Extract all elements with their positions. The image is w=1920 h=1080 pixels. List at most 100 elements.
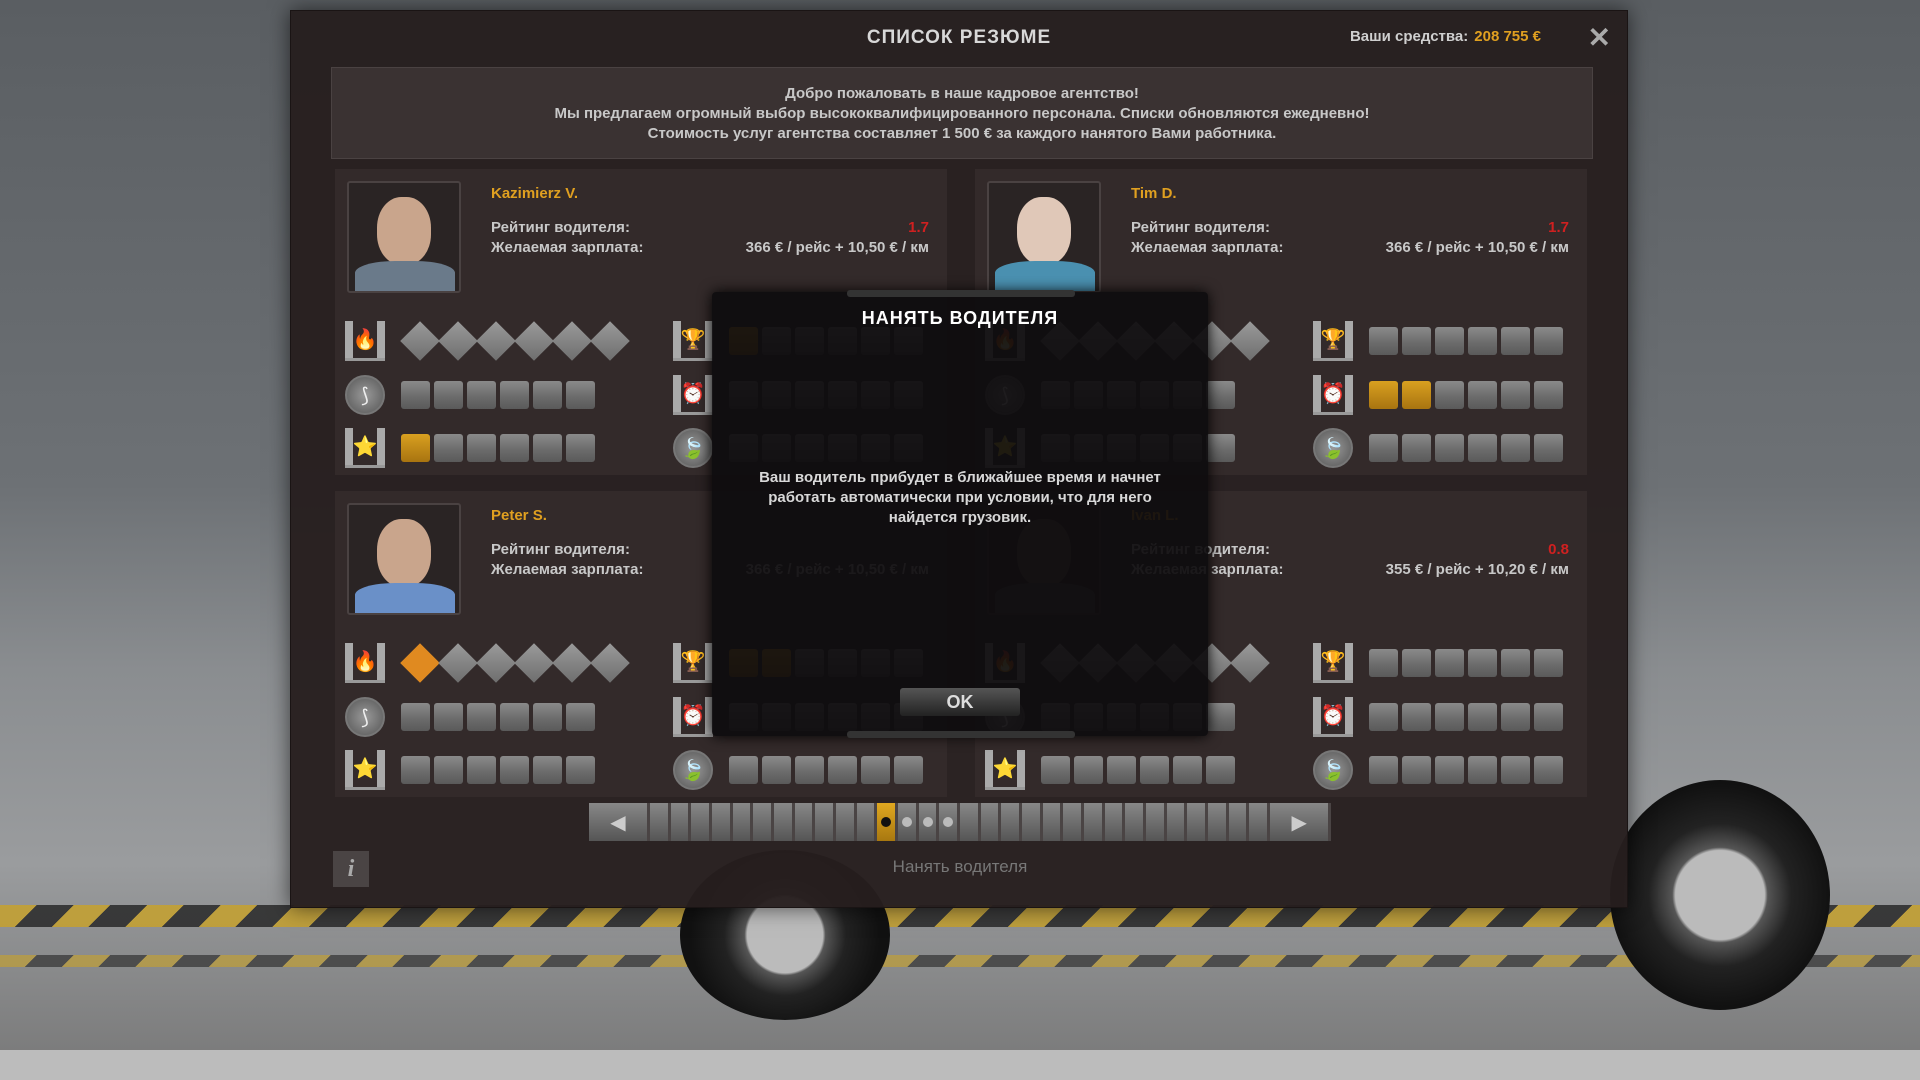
rating-label: Рейтинг водителя: [1131, 219, 1270, 236]
floor [0, 1050, 1920, 1080]
skill-level-bar [795, 756, 824, 784]
page-segment[interactable] [794, 803, 813, 841]
fragile-cargo-icon: 🏆 [1313, 321, 1353, 361]
hire-driver-button[interactable]: Нанять водителя [892, 857, 1028, 876]
skill-level-bar [1435, 434, 1464, 462]
skill-level-bar [1173, 756, 1202, 784]
page-segment[interactable] [1042, 803, 1061, 841]
page-segment[interactable] [836, 803, 854, 841]
adr-class-diamond [552, 643, 592, 683]
ok-button[interactable]: OK [900, 688, 1020, 716]
page-segment[interactable] [691, 803, 710, 841]
skill-level-bar [1402, 327, 1431, 355]
eco-driving-leaf-icon: 🍃 [673, 428, 713, 468]
eco-driving-leaf-icon: 🍃 [1313, 750, 1353, 790]
skill-level-bar [861, 756, 890, 784]
adr-class-diamond [590, 321, 630, 361]
agency-info: Добро пожаловать в наше кадровое агентст… [331, 67, 1593, 159]
page-segment[interactable] [1187, 803, 1206, 841]
skill-level-bar [467, 434, 496, 462]
skill-level-bar [1468, 434, 1497, 462]
skill-level-bar [1369, 703, 1398, 731]
page-segment[interactable] [650, 803, 668, 841]
adr-class-diamond [514, 643, 554, 683]
page-segment[interactable] [1063, 803, 1082, 841]
page-segment[interactable] [1022, 803, 1040, 841]
page-segment[interactable] [856, 803, 875, 841]
page-segment[interactable] [1084, 803, 1102, 841]
skill-level-bar [1206, 381, 1235, 409]
skill-level-bar [566, 756, 595, 784]
page-segment[interactable] [1146, 803, 1164, 841]
skill-level-bar [434, 434, 463, 462]
page-segment[interactable] [1208, 803, 1226, 841]
fragile-cargo-icon: 🏆 [673, 643, 713, 683]
skill-level-bar [401, 703, 430, 731]
close-icon[interactable]: ✕ [1587, 22, 1611, 53]
page-segment[interactable] [815, 803, 834, 841]
skill-level-bar [1402, 649, 1431, 677]
page-segment[interactable] [980, 803, 999, 841]
adr-class-diamond [438, 643, 478, 683]
page-segment[interactable] [753, 803, 772, 841]
floor-hazard-stripe [0, 905, 1920, 927]
skill-level-bar [1534, 327, 1563, 355]
skill-level-bar [1501, 327, 1530, 355]
skill-level-bar [401, 756, 430, 784]
skill-level-bar [467, 703, 496, 731]
page-segment[interactable] [1249, 803, 1268, 841]
truck-wheel [1610, 780, 1830, 1010]
next-page-arrow-icon[interactable]: ▶ [1270, 803, 1329, 841]
skill-level-bar [1402, 381, 1431, 409]
salary-value: 366 € / рейс + 10,50 € / км [1385, 239, 1569, 256]
page-segment[interactable] [712, 803, 730, 841]
hire-driver-dialog: НАНЯТЬ ВОДИТЕЛЯ Ваш водитель прибудет в … [712, 290, 1208, 738]
prev-page-arrow-icon[interactable]: ◀ [589, 803, 647, 841]
page-segment[interactable] [1104, 803, 1123, 841]
funds-label: Ваши средства: [1349, 28, 1469, 45]
driver-photo [347, 503, 461, 615]
page-segment[interactable] [1228, 803, 1247, 841]
page-segment[interactable] [877, 803, 896, 841]
page-segment[interactable] [939, 803, 958, 841]
adr-class-diamond [476, 643, 516, 683]
high-value-star-icon: ⭐ [345, 428, 385, 468]
adr-class-diamond [590, 643, 630, 683]
page-segment[interactable] [1125, 803, 1144, 841]
skill-level-bar [533, 381, 562, 409]
page-segment[interactable] [1166, 803, 1185, 841]
skill-level-bar [500, 434, 529, 462]
resume-list-window: СПИСОК РЕЗЮМЕ Ваши средства: 208 755 € ✕ … [290, 10, 1628, 908]
skill-level-bar [1041, 756, 1070, 784]
skill-level-bar [500, 703, 529, 731]
skill-level-bar [401, 381, 430, 409]
skill-level-bar [1468, 327, 1497, 355]
page-segment[interactable] [670, 803, 689, 841]
rating-label: Рейтинг водителя: [491, 219, 630, 236]
skill-level-bar [566, 703, 595, 731]
skill-level-bar [1534, 434, 1563, 462]
skill-level-bar [1206, 756, 1235, 784]
skill-level-bar [500, 381, 529, 409]
page-segment[interactable] [732, 803, 751, 841]
salary-value: 366 € / рейс + 10,50 € / км [745, 239, 929, 256]
page-segment[interactable] [960, 803, 978, 841]
funds-value: 208 755 € [1474, 28, 1541, 45]
high-value-star-icon: ⭐ [985, 750, 1025, 790]
page-segment[interactable] [774, 803, 792, 841]
eco-driving-leaf-icon: 🍃 [1313, 428, 1353, 468]
page-segment[interactable] [898, 803, 916, 841]
salary-value: 355 € / рейс + 10,20 € / км [1385, 561, 1569, 578]
skill-level-bar [1074, 756, 1103, 784]
page-segment[interactable] [918, 803, 937, 841]
fragile-cargo-icon: 🏆 [673, 321, 713, 361]
skill-level-bar [1369, 327, 1398, 355]
page-segment[interactable] [1001, 803, 1020, 841]
skill-level-bar [1435, 703, 1464, 731]
skill-level-bar [533, 703, 562, 731]
skill-level-bar [1206, 434, 1235, 462]
skill-level-bar [1369, 649, 1398, 677]
skill-level-bar [1402, 756, 1431, 784]
info-button[interactable]: i [333, 851, 369, 887]
adr-class-diamond [400, 643, 440, 683]
